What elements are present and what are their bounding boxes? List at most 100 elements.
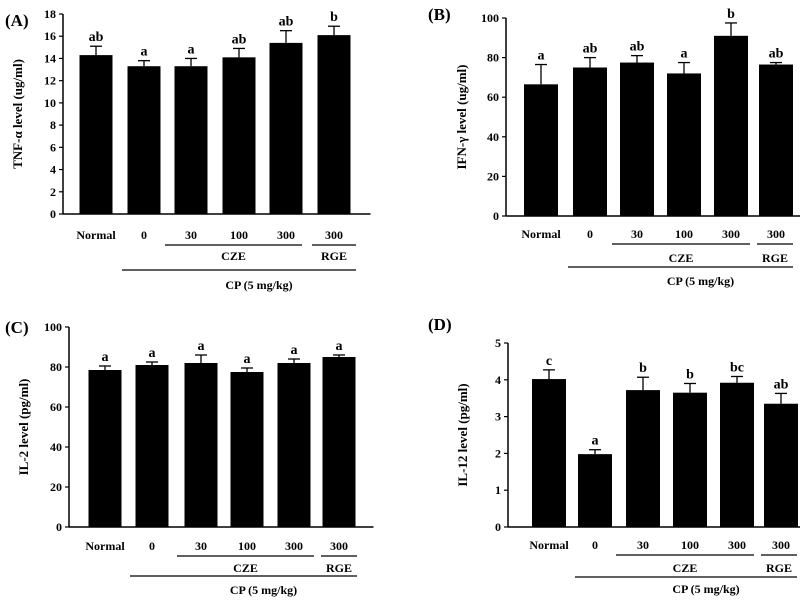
category-label: 100 <box>681 538 699 552</box>
y-tick-label: 80 <box>487 51 499 65</box>
y-tick-label: 3 <box>495 410 501 424</box>
rge-group-label: RGE <box>762 251 788 265</box>
y-tick-label: 2 <box>50 185 56 199</box>
category-label: 100 <box>238 539 256 553</box>
y-axis-label: TNF-α level (ug/ml) <box>10 59 25 169</box>
significance-label: ab <box>774 377 789 392</box>
y-axis-label: IFN-γ level (ug/ml) <box>454 64 469 169</box>
y-tick-label: 20 <box>487 169 499 183</box>
cp-group-label: CP (5 mg/kg) <box>667 274 734 288</box>
bar <box>184 363 218 527</box>
category-label: 300 <box>330 539 348 553</box>
y-tick-label: 2 <box>495 446 501 460</box>
bar <box>317 35 351 214</box>
category-label: 300 <box>772 538 790 552</box>
category-label: 300 <box>767 227 785 241</box>
bar <box>578 454 612 527</box>
significance-label: a <box>149 346 156 361</box>
significance-label: a <box>141 45 148 60</box>
category-label: 0 <box>149 539 155 553</box>
significance-label: b <box>639 361 647 376</box>
category-label: 0 <box>141 228 147 242</box>
cp-group-label: CP (5 mg/kg) <box>225 278 292 292</box>
y-tick-label: 40 <box>487 130 499 144</box>
category-label: 300 <box>722 227 740 241</box>
bar <box>532 379 566 527</box>
y-tick-label: 20 <box>50 480 62 494</box>
rge-group-label: RGE <box>766 561 792 575</box>
significance-label: c <box>546 354 552 369</box>
y-tick-label: 14 <box>44 51 56 65</box>
cze-group-label: CZE <box>669 251 694 265</box>
category-label: 30 <box>185 228 197 242</box>
significance-label: a <box>188 42 195 57</box>
significance-label: a <box>102 350 109 365</box>
category-label: 0 <box>587 227 593 241</box>
significance-label: bc <box>730 360 744 375</box>
category-label: 100 <box>675 227 693 241</box>
bar <box>524 84 558 216</box>
bar <box>230 372 264 527</box>
bar <box>222 57 256 215</box>
y-tick-label: 60 <box>50 400 62 414</box>
significance-label: a <box>592 434 599 449</box>
significance-label: ab <box>630 40 645 55</box>
category-label: Normal <box>521 227 561 241</box>
y-tick-label: 80 <box>50 360 62 374</box>
panel-label: (D) <box>428 315 452 334</box>
category-label: Normal <box>76 228 116 242</box>
bar <box>714 35 748 216</box>
y-tick-label: 40 <box>50 440 62 454</box>
significance-label: a <box>336 339 343 354</box>
y-tick-label: 8 <box>50 118 56 132</box>
y-tick-label: 100 <box>44 320 62 334</box>
cp-group-label: CP (5 mg/kg) <box>672 582 739 596</box>
bar <box>174 66 208 214</box>
significance-label: ab <box>583 42 598 57</box>
significance-label: b <box>727 7 735 22</box>
bar <box>667 73 701 216</box>
significance-label: a <box>198 339 205 354</box>
bar <box>269 42 303 215</box>
panel-label: (C) <box>5 318 29 337</box>
y-tick-label: 5 <box>495 336 501 350</box>
y-tick-label: 4 <box>495 373 501 387</box>
bar <box>720 382 754 527</box>
cze-group-label: CZE <box>233 561 258 575</box>
significance-label: ab <box>769 47 784 62</box>
bar <box>135 365 169 527</box>
significance-label: a <box>291 343 298 358</box>
category-label: 300 <box>285 539 303 553</box>
cze-group-label: CZE <box>673 561 698 575</box>
panel-label: (B) <box>428 5 451 24</box>
significance-label: a <box>681 47 688 62</box>
category-label: 300 <box>728 538 746 552</box>
y-tick-label: 0 <box>493 209 499 223</box>
significance-label: ab <box>89 30 104 45</box>
category-label: 30 <box>637 538 649 552</box>
category-label: 30 <box>631 227 643 241</box>
y-tick-label: 1 <box>495 483 501 497</box>
y-tick-label: 4 <box>50 163 56 177</box>
rge-group-label: RGE <box>326 561 352 575</box>
y-tick-label: 12 <box>44 74 56 88</box>
significance-label: b <box>686 367 694 382</box>
category-label: Normal <box>85 539 125 553</box>
bar <box>573 67 607 216</box>
bar <box>764 403 798 527</box>
y-tick-label: 10 <box>44 96 56 110</box>
bar <box>79 55 113 214</box>
bar <box>88 370 122 527</box>
cp-group-label: CP (5 mg/kg) <box>230 583 297 597</box>
y-tick-label: 16 <box>44 29 56 43</box>
y-tick-label: 0 <box>56 520 62 534</box>
y-tick-label: 100 <box>481 11 499 25</box>
y-axis-label: IL-2 level (pg/ml) <box>16 379 31 476</box>
chart-panel-2: (B) 0 20 40 60 80 100 IFN-γ level (ug/ml) a Norma… <box>428 5 800 288</box>
significance-label: b <box>330 10 338 25</box>
bar <box>626 390 660 527</box>
y-tick-label: 18 <box>44 7 56 21</box>
bar <box>759 64 793 216</box>
